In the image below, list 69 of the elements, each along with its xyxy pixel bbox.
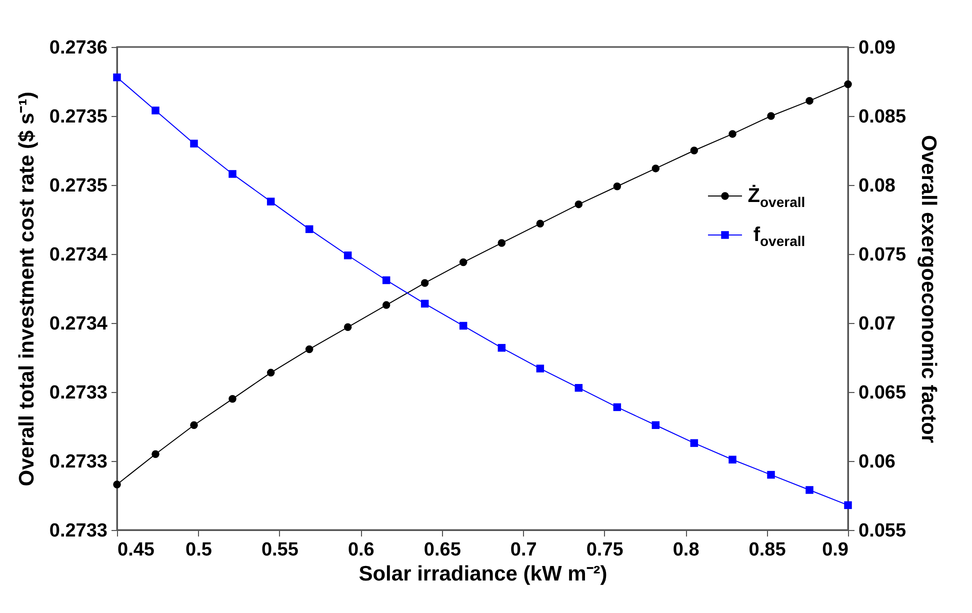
y2-tick-label: 0.075 bbox=[858, 244, 906, 266]
y-tick-label: 0.2734 bbox=[49, 314, 108, 334]
y-tick-label: 0.2736 bbox=[49, 38, 108, 58]
point bbox=[767, 112, 775, 120]
point bbox=[113, 73, 121, 82]
point bbox=[613, 403, 622, 412]
point bbox=[690, 439, 698, 447]
point bbox=[844, 80, 852, 88]
y-tick-label: 0.2733 bbox=[49, 382, 108, 404]
point bbox=[420, 279, 429, 287]
point bbox=[728, 130, 736, 138]
y2-tick-label: 0.085 bbox=[858, 106, 906, 128]
point bbox=[305, 345, 314, 354]
y2-tick-label: 0.09 bbox=[858, 38, 896, 58]
point bbox=[266, 198, 275, 206]
x-tick-label: 0.7 bbox=[510, 540, 537, 560]
point bbox=[382, 276, 390, 284]
y-tick-label: 0.2735 bbox=[49, 106, 108, 128]
point bbox=[574, 200, 583, 208]
point bbox=[113, 480, 121, 488]
point bbox=[806, 486, 814, 494]
x-axis-title: Solar irradiance (kW m⁻²) bbox=[358, 562, 608, 586]
point bbox=[806, 96, 814, 105]
x-tick-label: 0.8 bbox=[672, 540, 700, 560]
point bbox=[767, 470, 775, 479]
x-tick-label: 0.65 bbox=[424, 540, 462, 560]
point bbox=[613, 182, 622, 190]
y-tick-label: 0.2735 bbox=[49, 176, 108, 196]
y-tick-label: 0.2733 bbox=[49, 452, 108, 472]
point bbox=[152, 106, 160, 114]
point bbox=[536, 220, 544, 228]
point bbox=[344, 252, 352, 260]
point bbox=[305, 225, 314, 234]
y2-tick-label: 0.08 bbox=[858, 176, 896, 196]
point bbox=[690, 146, 698, 154]
x-tick-label: 0.85 bbox=[748, 540, 786, 560]
point bbox=[459, 258, 468, 266]
point bbox=[728, 456, 736, 464]
x-tick-label: 0.6 bbox=[348, 540, 374, 560]
x-tick-label: 0.45 bbox=[118, 540, 155, 560]
point bbox=[498, 239, 506, 247]
point bbox=[536, 364, 544, 372]
point bbox=[228, 395, 236, 403]
y-tick-label: 0.2733 bbox=[49, 520, 108, 542]
y-axis-title: Overall total investment cost rate ($ s⁻¹) bbox=[15, 92, 38, 486]
y2-tick-label: 0.065 bbox=[858, 382, 906, 404]
point bbox=[152, 450, 160, 458]
point bbox=[652, 164, 660, 172]
x-tick-label: 0.5 bbox=[186, 540, 212, 560]
y2-tick-label: 0.055 bbox=[858, 520, 906, 542]
point bbox=[498, 344, 506, 352]
point bbox=[382, 301, 390, 309]
y2-tick-label: 0.07 bbox=[858, 314, 896, 334]
point bbox=[266, 368, 275, 377]
point bbox=[420, 300, 429, 308]
point bbox=[190, 421, 198, 429]
point bbox=[344, 323, 352, 332]
point bbox=[844, 501, 852, 510]
x-tick-label: 0.9 bbox=[822, 540, 848, 560]
point bbox=[190, 140, 198, 148]
y2-axis-title: Overall exergoeconomic factor bbox=[917, 134, 940, 444]
x-tick-label: 0.55 bbox=[261, 540, 299, 560]
point bbox=[652, 421, 660, 429]
x-tick-label: 0.75 bbox=[586, 540, 624, 560]
point bbox=[459, 322, 468, 330]
point bbox=[574, 384, 583, 392]
y2-tick-label: 0.06 bbox=[858, 452, 896, 472]
y-tick-label: 0.2734 bbox=[49, 244, 108, 266]
point bbox=[228, 170, 236, 178]
